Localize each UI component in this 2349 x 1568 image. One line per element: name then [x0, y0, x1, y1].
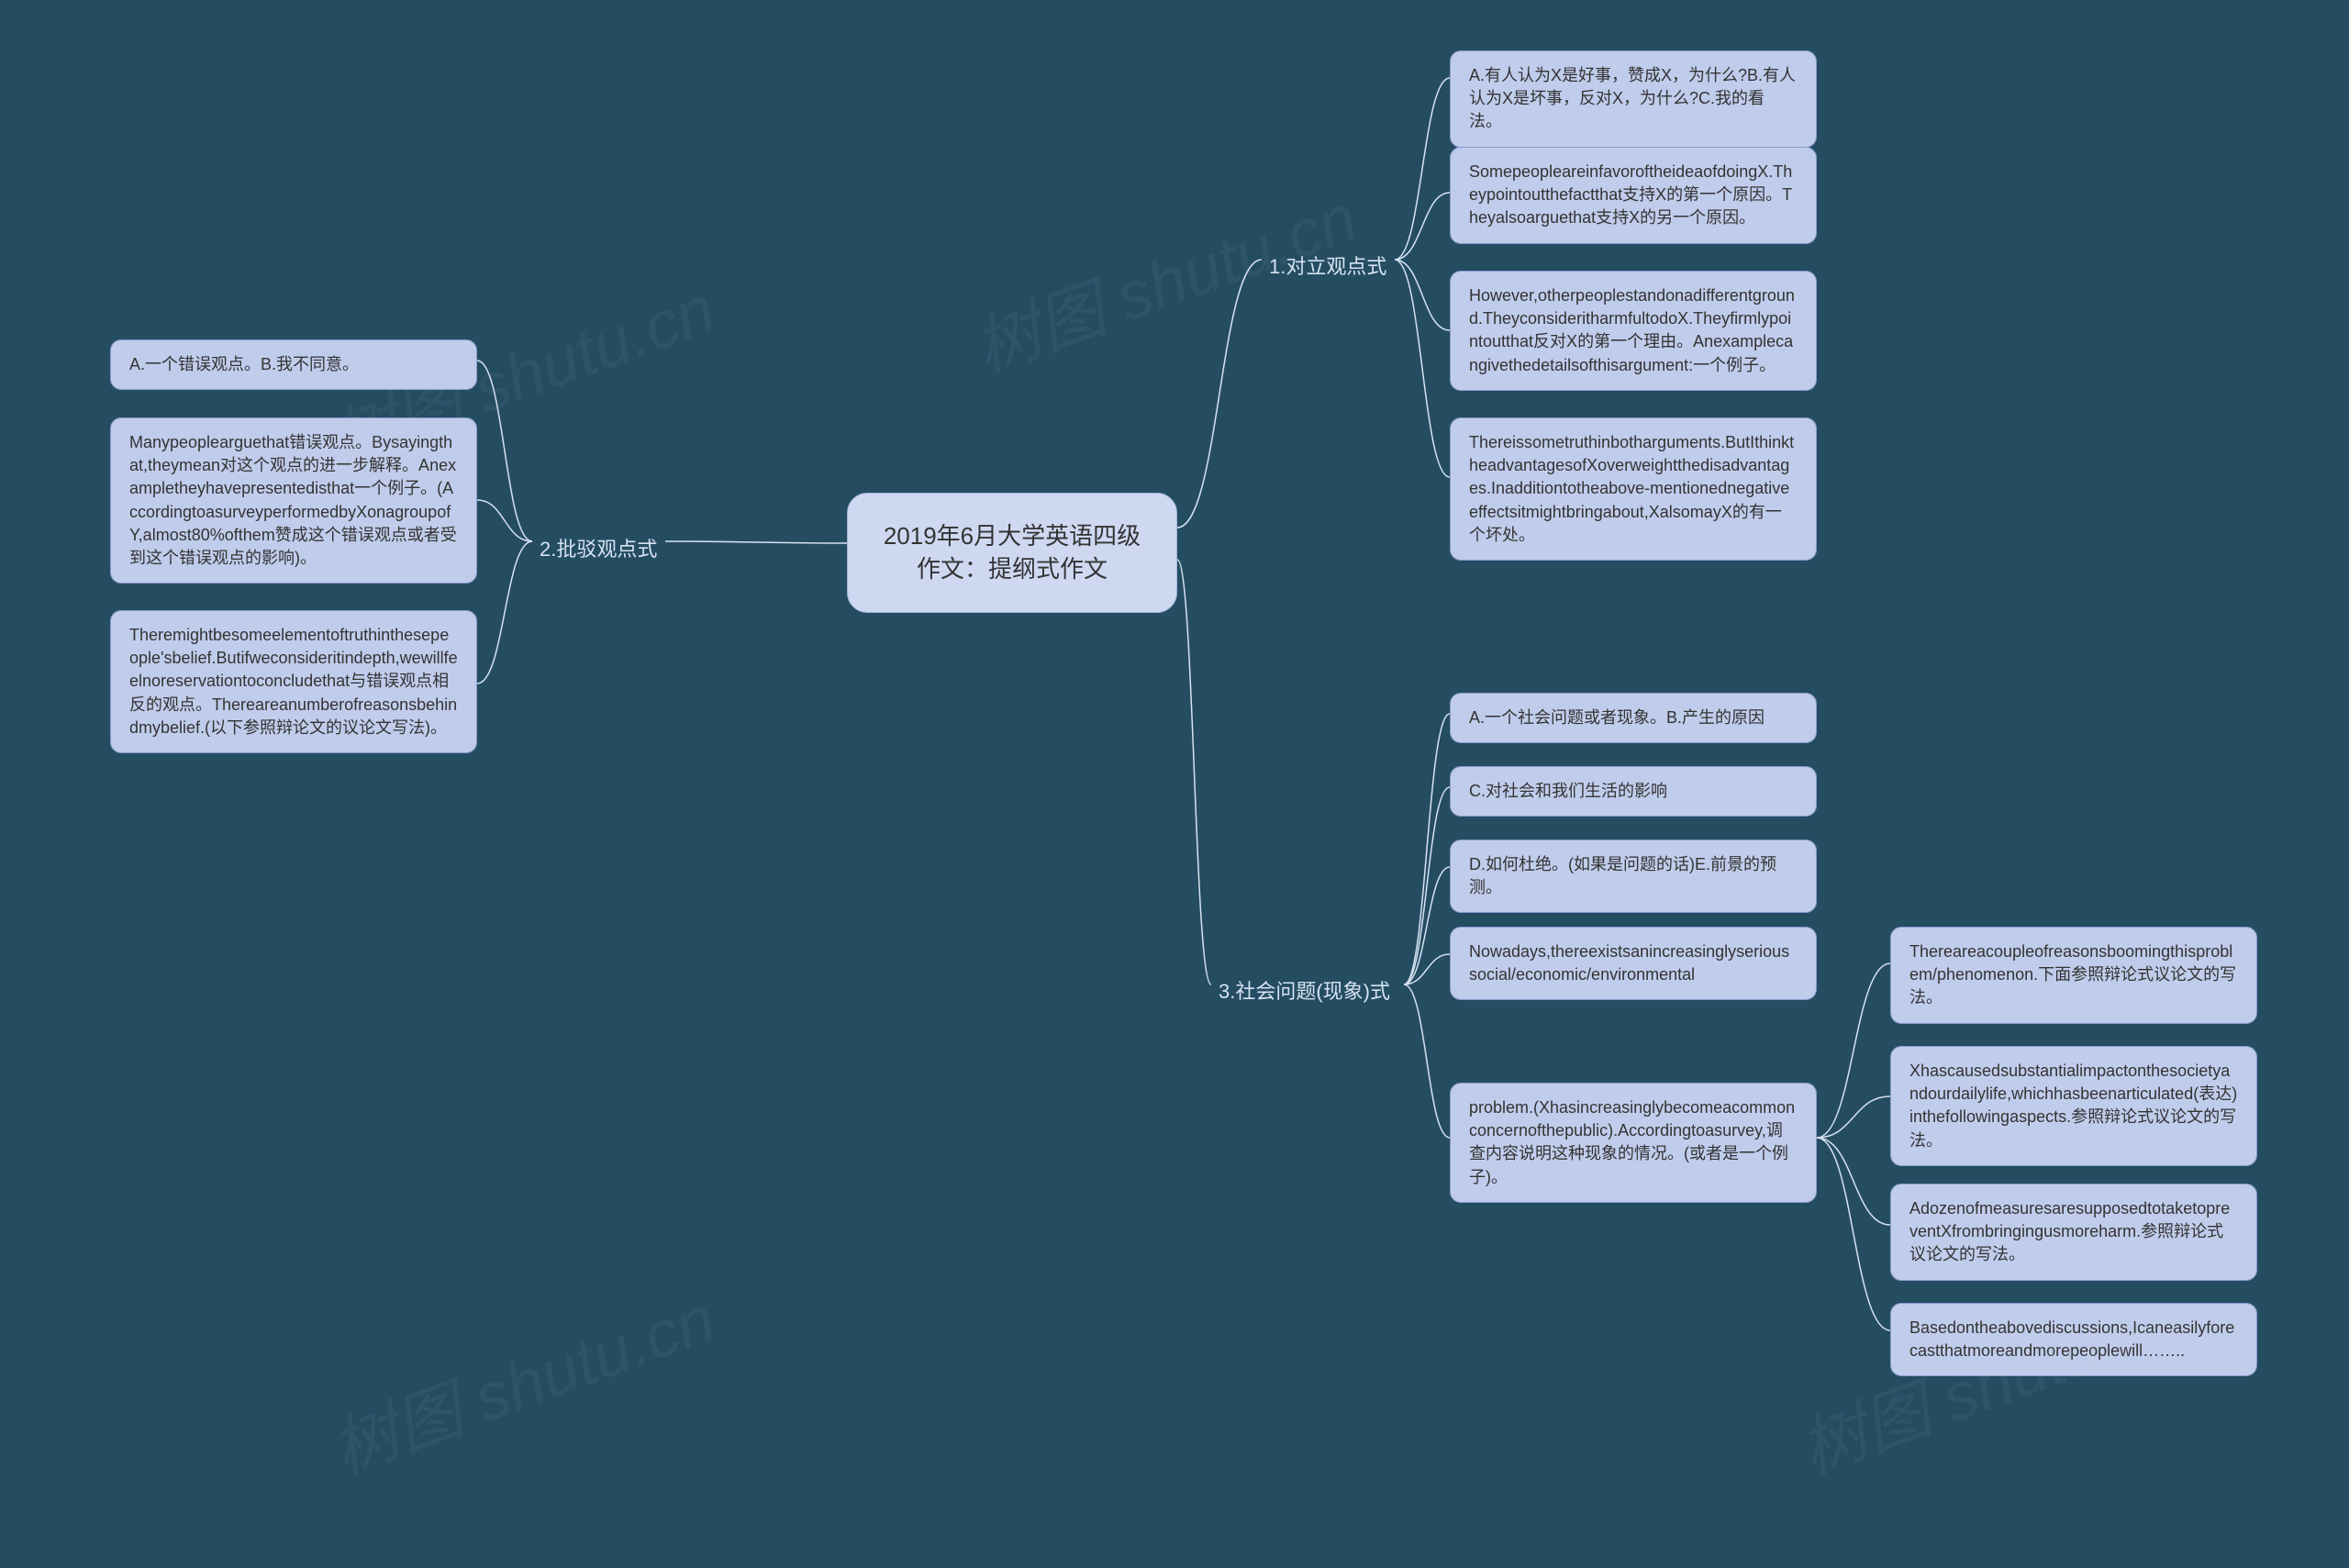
leaf-node: Thereareacoupleofreasonsboomingthisprobl… — [1890, 927, 2257, 1024]
leaf-node: Xhascausedsubstantialimpactonthesocietya… — [1890, 1046, 2257, 1166]
leaf-node: problem.(Xhasincreasinglybecomeacommonco… — [1450, 1083, 1817, 1203]
leaf-node: Basedontheabovediscussions,Icaneasilyfor… — [1890, 1303, 2257, 1376]
leaf-node: A.有人认为X是好事，赞成X，为什么?B.有人认为X是坏事，反对X，为什么?C.… — [1450, 50, 1817, 148]
leaf-node: D.如何杜绝。(如果是问题的话)E.前景的预测。 — [1450, 840, 1817, 913]
leaf-node: Nowadays,thereexistsanincreasinglyseriou… — [1450, 927, 1817, 1000]
leaf-node: Manypeoplearguethat错误观点。Bysayingthat,the… — [110, 417, 477, 584]
watermark: 树图 shutu.cn — [1785, 1265, 2194, 1493]
leaf-node: C.对社会和我们生活的影响 — [1450, 766, 1817, 817]
watermark: 树图 shutu.cn — [317, 1265, 726, 1493]
leaf-node: A.一个社会问题或者现象。B.产生的原因 — [1450, 693, 1817, 743]
leaf-node: Thereissometruthinbotharguments.ButIthin… — [1450, 417, 1817, 561]
branch-node: 1.对立观点式 — [1262, 248, 1394, 287]
leaf-node: Theremightbesomeelementoftruthinthesepeo… — [110, 610, 477, 753]
root-node: 2019年6月大学英语四级 作文：提纲式作文 — [847, 493, 1177, 613]
leaf-node: A.一个错误观点。B.我不同意。 — [110, 339, 477, 390]
leaf-node: SomepeopleareinfavoroftheideaofdoingX.Th… — [1450, 147, 1817, 244]
leaf-node: However,otherpeoplestandonadifferentgrou… — [1450, 271, 1817, 391]
root-line2: 作文：提纲式作文 — [881, 552, 1143, 585]
root-line1: 2019年6月大学英语四级 — [881, 519, 1143, 552]
leaf-node: Adozenofmeasuresaresupposedtotaketopreve… — [1890, 1184, 2257, 1281]
branch-node: 3.社会问题(现象)式 — [1211, 973, 1397, 1012]
branch-node: 2.批驳观点式 — [532, 530, 664, 570]
